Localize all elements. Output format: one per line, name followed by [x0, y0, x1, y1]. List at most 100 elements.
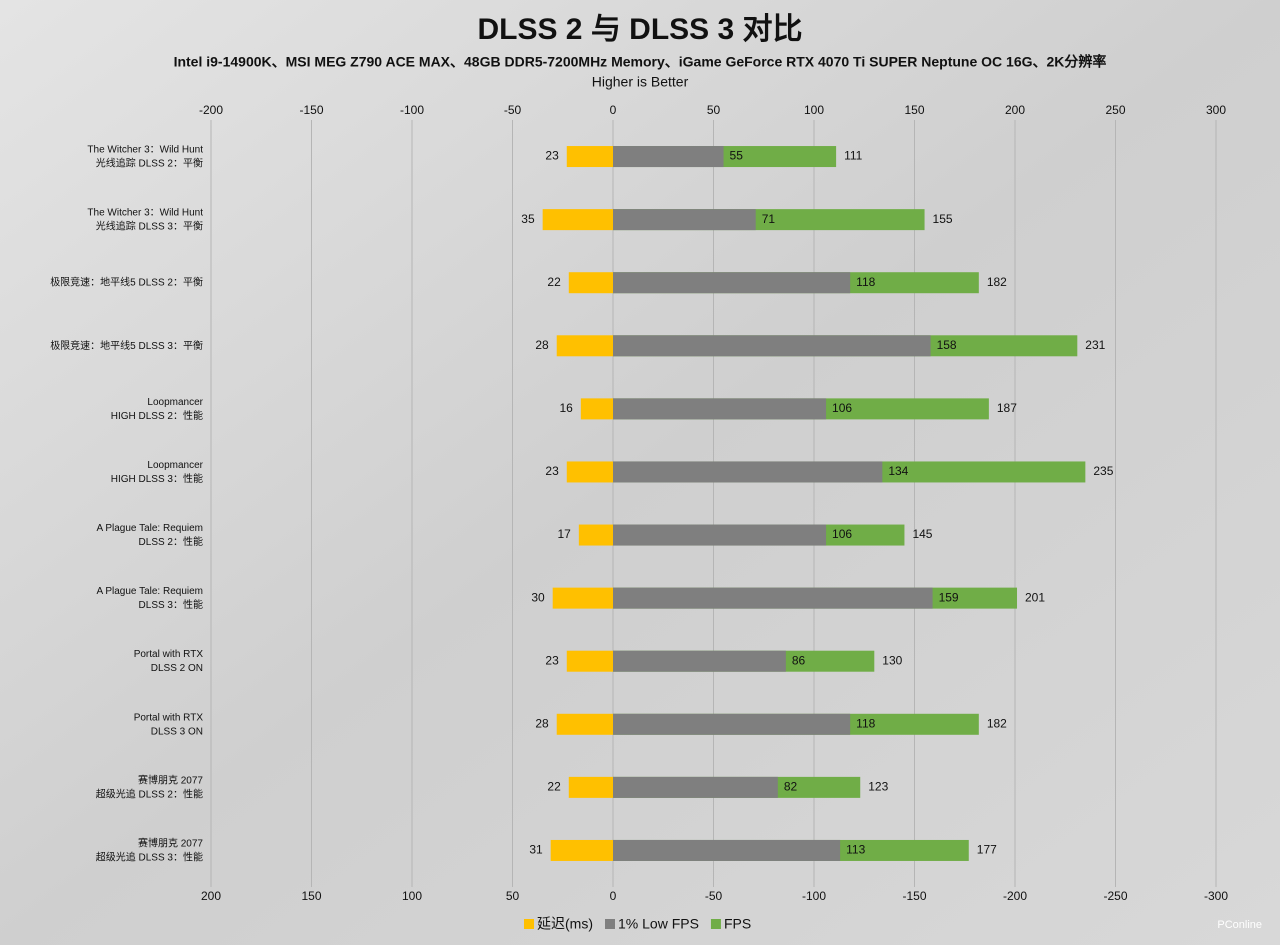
- data-label: 134: [888, 464, 908, 478]
- y-tick-label: Portal with RTX DLSS 2 ON: [134, 649, 204, 674]
- x-tick-label: -150: [299, 103, 323, 117]
- bar: [568, 776, 613, 798]
- bar: [566, 146, 613, 168]
- data-label: 16: [559, 401, 573, 415]
- bar: [613, 272, 851, 294]
- data-label: 23: [545, 653, 559, 667]
- legend-swatch: [524, 919, 534, 929]
- x2-tick-label: -200: [1003, 889, 1027, 903]
- x-tick-label: 300: [1206, 103, 1226, 117]
- bar: [613, 713, 851, 735]
- data-label: 35: [521, 212, 535, 226]
- bar: [556, 335, 613, 357]
- bar: [613, 335, 931, 357]
- bar: [552, 587, 613, 609]
- chart-subtitle: Intel i9-14900K、MSI MEG Z790 ACE MAX、48G…: [174, 54, 1107, 70]
- x2-tick-label: 0: [610, 889, 617, 903]
- x-tick-label: 200: [1005, 103, 1025, 117]
- chart-note: Higher is Better: [592, 74, 689, 90]
- x2-tick-label: -300: [1204, 889, 1228, 903]
- x-tick-label: 150: [904, 103, 924, 117]
- data-label: 182: [987, 716, 1007, 730]
- bar: [613, 209, 756, 231]
- bar: [578, 524, 613, 546]
- data-label: 118: [856, 716, 875, 730]
- legend-label: 延迟(ms): [537, 916, 593, 932]
- y-tick-label: Loopmancer HIGH DLSS 3：性能: [111, 460, 204, 485]
- data-label: 30: [531, 590, 545, 604]
- bar: [613, 524, 827, 546]
- y-tick-label: 极限竞速：地平线5 DLSS 3：平衡: [50, 338, 203, 351]
- data-label: 28: [535, 338, 549, 352]
- x2-tick-label: -150: [902, 889, 926, 903]
- data-label: 158: [937, 338, 957, 352]
- x2-tick-label: 100: [402, 889, 422, 903]
- data-label: 106: [832, 527, 852, 541]
- data-label: 201: [1025, 590, 1045, 604]
- legend-label: FPS: [724, 916, 751, 932]
- x-tick-label: 0: [610, 103, 617, 117]
- y-tick-label: A Plague Tale: Requiem DLSS 3：性能: [96, 586, 203, 611]
- data-label: 55: [730, 149, 744, 163]
- bar: [613, 587, 933, 609]
- legend-swatch: [605, 919, 615, 929]
- chart-title: DLSS 2 与 DLSS 3 对比: [477, 13, 802, 46]
- x2-tick-label: -50: [705, 889, 723, 903]
- y-tick-label: The Witcher 3：Wild Hunt 光线追踪 DLSS 3：平衡: [87, 207, 203, 232]
- x2-tick-label: -250: [1103, 889, 1127, 903]
- data-label: 130: [882, 653, 902, 667]
- data-label: 23: [545, 149, 559, 163]
- bar: [613, 398, 827, 420]
- x-tick-label: 100: [804, 103, 824, 117]
- bar: [542, 209, 613, 231]
- bar: [566, 461, 613, 483]
- bar: [568, 272, 613, 294]
- x2-tick-label: 200: [201, 889, 221, 903]
- bar: [613, 650, 786, 672]
- data-label: 159: [939, 590, 959, 604]
- y-tick-label: Loopmancer HIGH DLSS 2：性能: [111, 397, 204, 422]
- data-label: 155: [933, 212, 953, 226]
- data-label: 177: [977, 843, 997, 857]
- bar: [580, 398, 613, 420]
- data-label: 17: [557, 527, 571, 541]
- legend-label: 1% Low FPS: [618, 916, 699, 932]
- watermark: PConline: [1217, 919, 1262, 931]
- data-label: 111: [844, 149, 863, 163]
- y-tick-label: 赛博朋克 2077 超级光追 DLSS 2：性能: [96, 773, 204, 800]
- bar: [613, 146, 724, 168]
- x2-tick-label: 150: [301, 889, 321, 903]
- data-label: 235: [1093, 464, 1113, 478]
- data-label: 22: [547, 275, 561, 289]
- data-label: 182: [987, 275, 1007, 289]
- data-label: 231: [1085, 338, 1105, 352]
- x-tick-label: -100: [400, 103, 424, 117]
- x-tick-label: 50: [707, 103, 721, 117]
- data-label: 187: [997, 401, 1017, 415]
- data-label: 23: [545, 464, 559, 478]
- y-tick-label: Portal with RTX DLSS 3 ON: [134, 712, 204, 737]
- data-label: 145: [912, 527, 932, 541]
- data-label: 22: [547, 780, 561, 794]
- bar: [556, 713, 613, 735]
- bar: [550, 839, 613, 861]
- y-tick-label: 赛博朋克 2077 超级光追 DLSS 3：性能: [96, 836, 204, 863]
- data-label: 118: [856, 275, 875, 289]
- x2-tick-label: -100: [802, 889, 826, 903]
- data-label: 106: [832, 401, 852, 415]
- y-tick-label: A Plague Tale: Requiem DLSS 2：性能: [96, 523, 203, 548]
- data-label: 86: [792, 653, 806, 667]
- data-label: 82: [784, 780, 798, 794]
- data-label: 28: [535, 716, 549, 730]
- x-tick-label: -200: [199, 103, 223, 117]
- bar: [613, 839, 841, 861]
- data-label: 71: [762, 212, 776, 226]
- y-tick-label: 极限竞速：地平线5 DLSS 2：平衡: [50, 275, 203, 288]
- x-tick-label: 250: [1105, 103, 1125, 117]
- data-label: 113: [846, 843, 865, 857]
- data-label: 123: [868, 780, 888, 794]
- bar: [613, 461, 883, 483]
- legend-swatch: [710, 919, 721, 929]
- y-tick-label: The Witcher 3：Wild Hunt 光线追踪 DLSS 2：平衡: [87, 144, 203, 169]
